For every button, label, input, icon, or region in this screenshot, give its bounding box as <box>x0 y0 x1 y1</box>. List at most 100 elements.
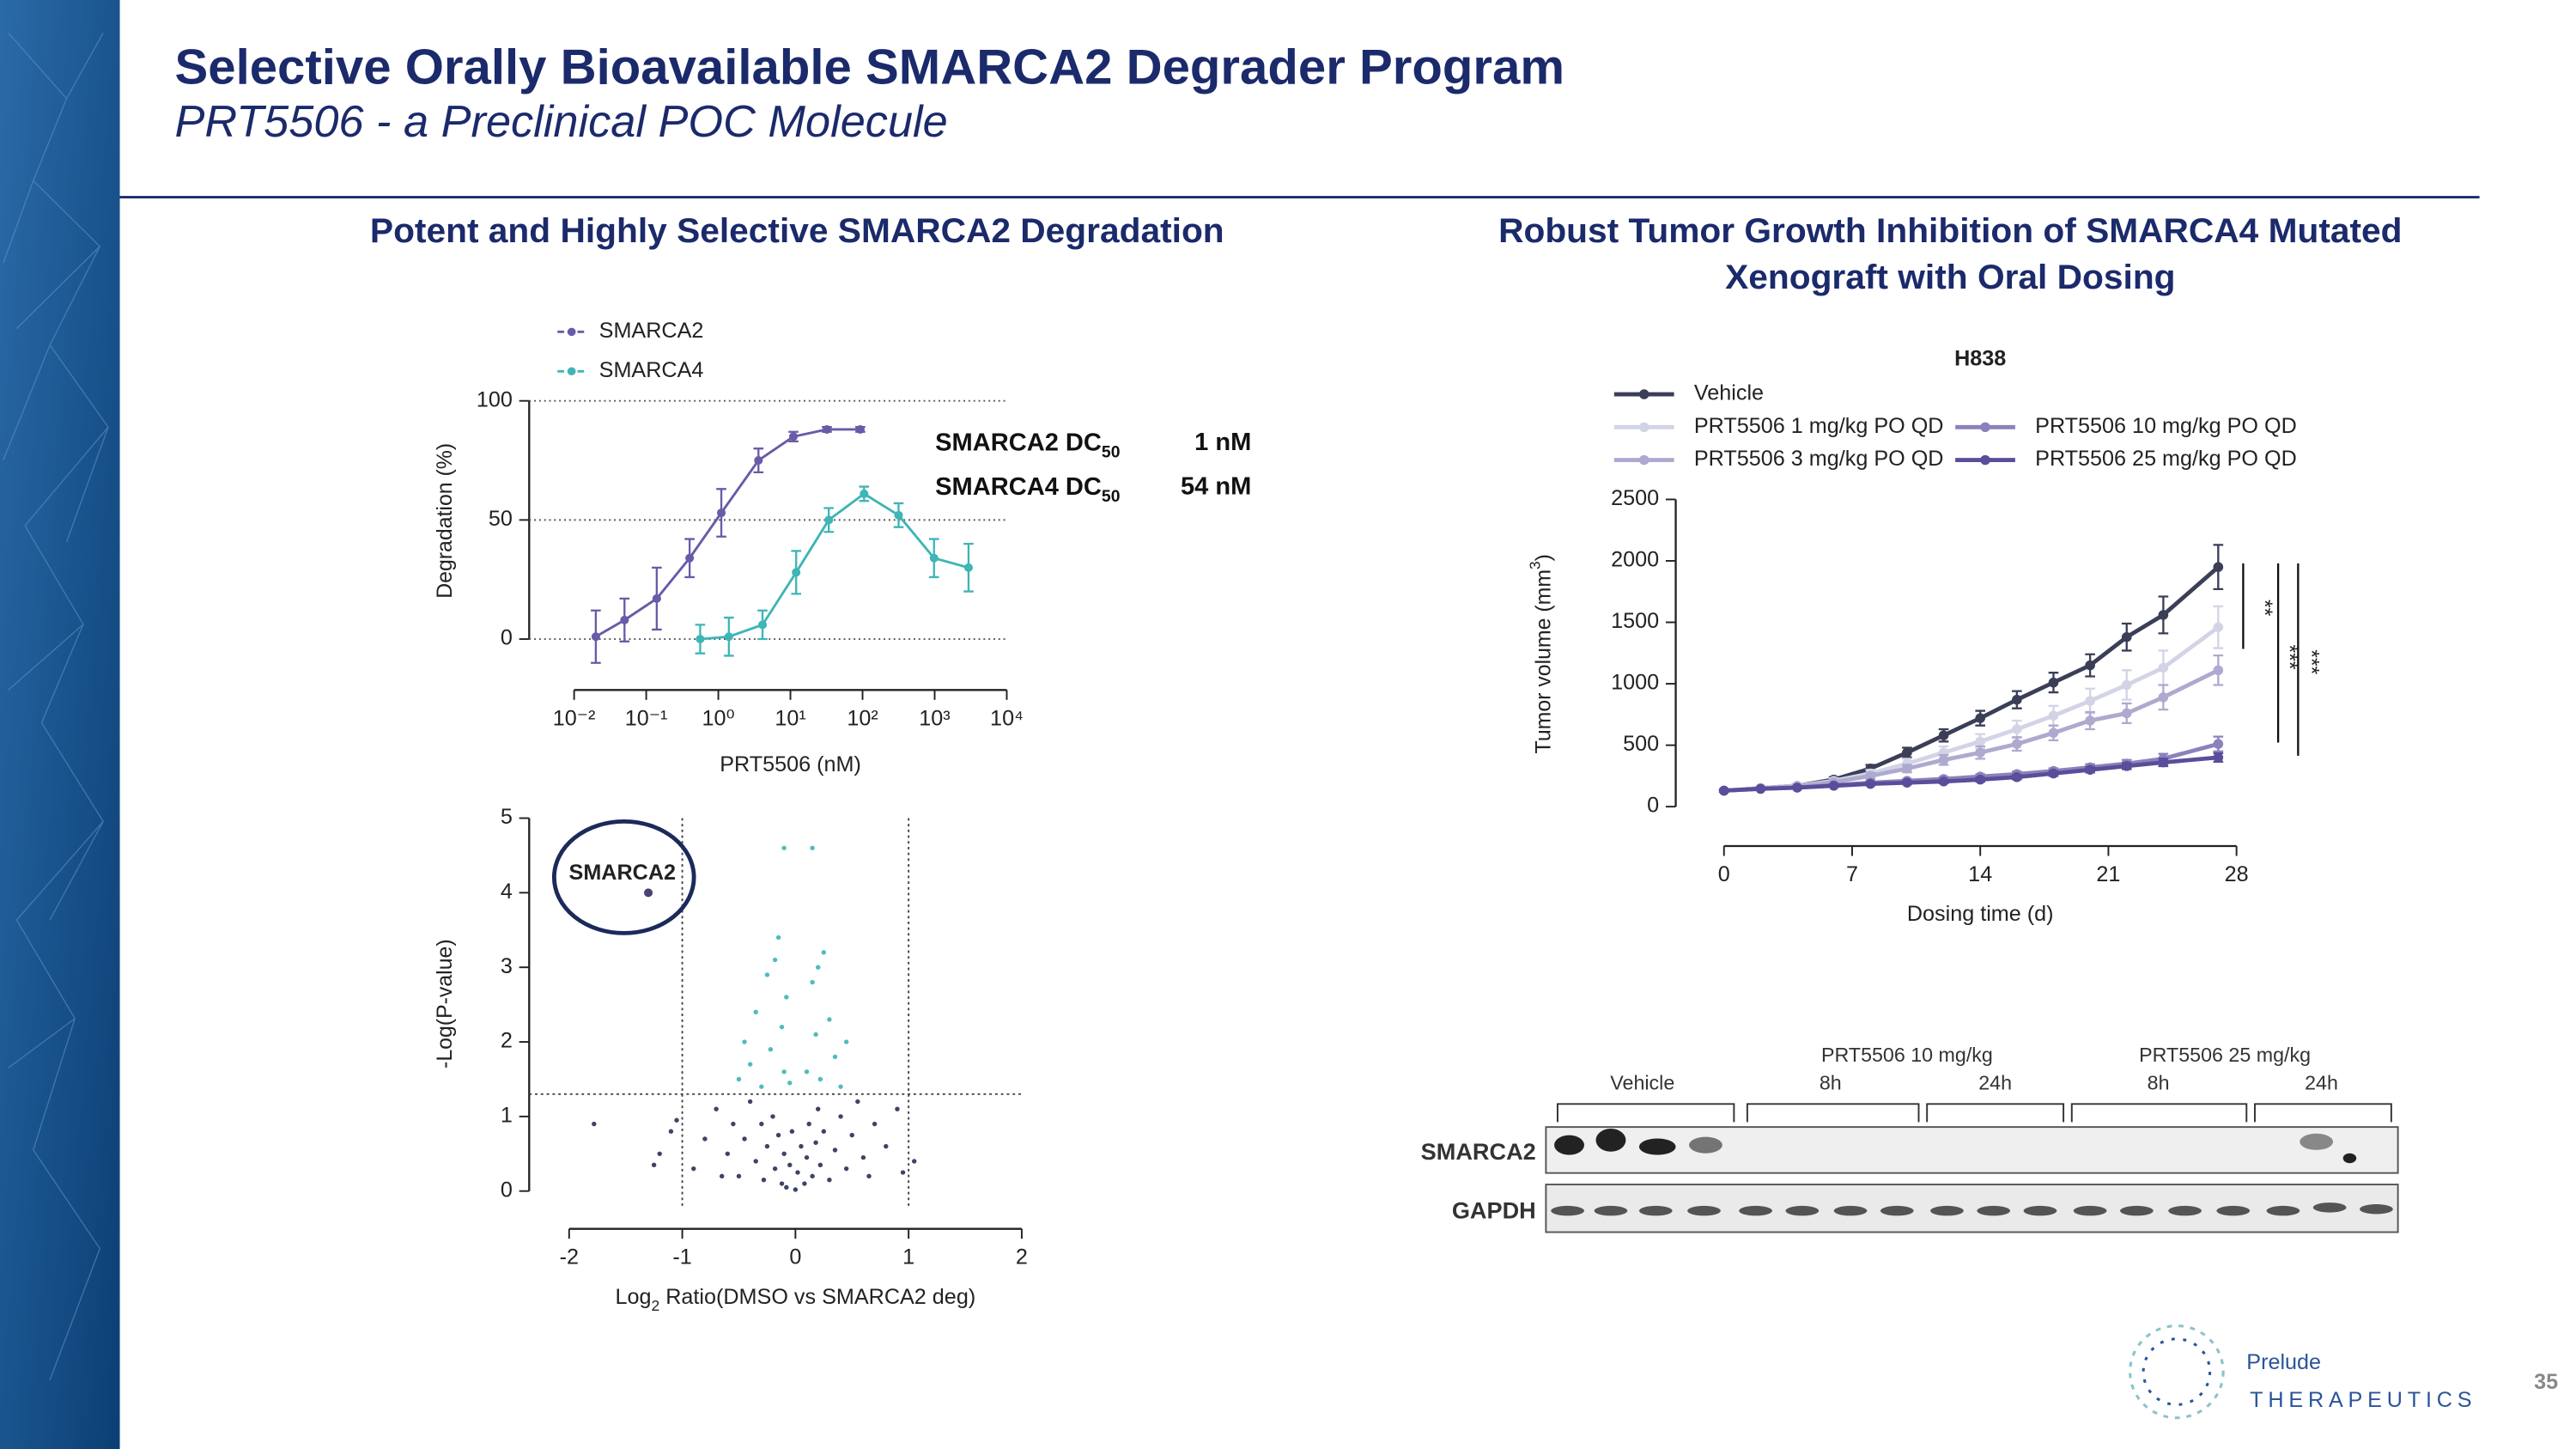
point <box>2012 724 2022 734</box>
point <box>757 620 768 630</box>
point <box>795 1170 800 1175</box>
point <box>1938 776 1949 787</box>
point <box>827 1017 832 1022</box>
point <box>866 1173 872 1179</box>
point <box>838 1084 843 1089</box>
y-tick-label: 5 <box>501 805 513 829</box>
point <box>838 1114 843 1119</box>
series-line <box>1723 668 2220 793</box>
annotation-value: 54 nM <box>1181 473 1251 501</box>
point <box>884 1143 889 1149</box>
point <box>810 845 815 850</box>
point <box>810 1173 815 1179</box>
fit-curve <box>700 492 969 641</box>
point <box>764 1143 770 1149</box>
point <box>1755 783 1766 795</box>
point <box>860 489 869 498</box>
point <box>731 1121 736 1127</box>
point <box>592 1121 597 1127</box>
legend-label: PRT5506 10 mg/kg PO QD <box>2035 414 2297 438</box>
point <box>761 1178 767 1183</box>
lane-label: 24h <box>1978 1072 2012 1094</box>
point <box>1975 713 1986 723</box>
page-number: 35 <box>2534 1370 2558 1394</box>
legend-swatch <box>1638 454 1649 466</box>
point <box>817 1076 823 1082</box>
bands <box>1551 1129 2393 1216</box>
point <box>788 432 799 441</box>
point <box>781 845 787 850</box>
annotation-part: SMARCA2 DC <box>935 429 1102 456</box>
x-axis-label-sub: 2 <box>652 1297 660 1314</box>
point <box>832 1148 838 1153</box>
y-tick-label: 50 <box>489 507 513 531</box>
point <box>827 1178 832 1183</box>
panel-title: Potent and Highly Selective SMARCA2 Degr… <box>370 210 1224 250</box>
y-tick-label: 0 <box>501 1178 513 1202</box>
point <box>2213 665 2224 676</box>
annotation-sub: 50 <box>1102 488 1121 506</box>
point <box>2048 768 2059 779</box>
x-tick-label: 10⁴ <box>990 706 1024 730</box>
point <box>691 1166 696 1172</box>
point <box>895 1106 900 1111</box>
significance-label: ** <box>2252 600 2276 617</box>
x-axis-label: Log2 Ratio(DMSO vs SMARCA2 deg) <box>615 1285 975 1314</box>
point <box>674 1117 679 1123</box>
logo-subtext: THERAPEUTICS <box>2250 1388 2476 1412</box>
point <box>855 1099 860 1105</box>
point <box>657 1151 662 1156</box>
point <box>2085 764 2095 775</box>
point <box>591 632 600 642</box>
point <box>963 563 973 572</box>
point <box>770 1114 775 1119</box>
lane-label: 8h <box>2148 1072 2170 1094</box>
annotation-part: SMARCA4 DC <box>935 473 1102 501</box>
point <box>2085 715 2095 726</box>
x-tick-label: 10⁰ <box>702 706 735 730</box>
legend-swatch <box>1638 422 1649 433</box>
legend-swatch <box>1980 454 1990 466</box>
y-tick-label: 0 <box>1647 794 1659 818</box>
point <box>821 1129 827 1134</box>
point <box>802 1181 807 1186</box>
point <box>1975 774 1986 785</box>
x-tick-label: 0 <box>789 1245 801 1269</box>
point <box>929 553 939 563</box>
legend-label: SMARCA2 <box>599 319 704 343</box>
point <box>804 1154 810 1160</box>
point <box>2085 660 2095 671</box>
y-tick-label: 3 <box>501 954 513 978</box>
point <box>779 1024 785 1030</box>
point <box>747 1099 753 1105</box>
y-tick-label: 2500 <box>1611 486 1659 510</box>
point <box>736 1076 742 1082</box>
point <box>2048 710 2059 721</box>
point <box>1828 781 1839 791</box>
point <box>1865 770 1876 782</box>
annotation: SMARCA2 <box>569 861 677 885</box>
point <box>860 1154 866 1160</box>
x-tick-label: 7 <box>1846 862 1858 886</box>
point <box>1938 730 1949 740</box>
point <box>696 635 705 644</box>
point <box>900 1170 906 1175</box>
y-axis-label: Tumor volume (mm3) <box>1526 554 1555 753</box>
legend-label: PRT5506 25 mg/kg PO QD <box>2035 447 2297 471</box>
point <box>775 935 781 941</box>
y-axis-label-sup: 3 <box>1526 561 1543 569</box>
y-axis-label-part: ) <box>1531 554 1555 561</box>
point <box>772 957 778 963</box>
point <box>793 1187 799 1192</box>
point <box>719 1173 725 1179</box>
y-axis-label-part: Tumor volume (mm <box>1531 569 1555 753</box>
blot-strip <box>1545 1126 2399 1174</box>
y-axis-label: Degradation (%) <box>433 443 457 599</box>
annotation: SMARCA4 DC50 <box>935 473 1120 506</box>
x-tick-label: 10³ <box>919 706 950 730</box>
point <box>2213 622 2224 632</box>
point <box>753 1159 758 1164</box>
point <box>651 1162 657 1167</box>
point <box>912 1159 917 1164</box>
point <box>764 972 770 977</box>
